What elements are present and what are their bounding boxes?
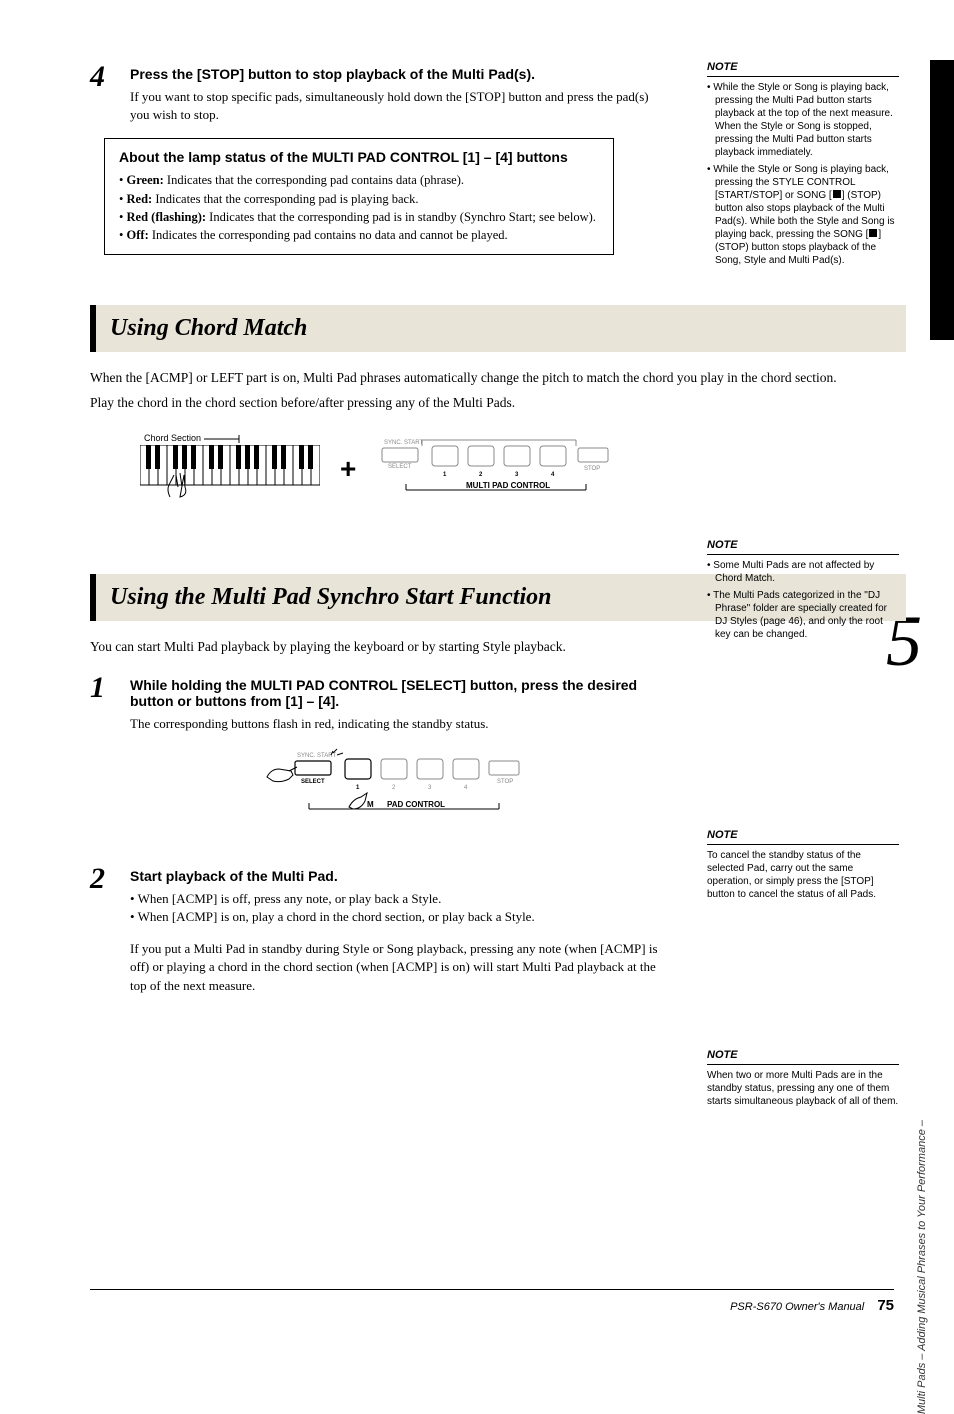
note-text: To cancel the standby status of the sele… <box>707 849 899 901</box>
step-description: If you want to stop specific pads, simul… <box>130 88 668 124</box>
chord-match-p2: Play the chord in the chord section befo… <box>90 393 850 413</box>
svg-text:PAD CONTROL: PAD CONTROL <box>387 800 445 809</box>
footer: PSR-S670 Owner's Manual 75 <box>730 1297 894 1314</box>
lamp-item-green: • Green: Indicates that the correspondin… <box>119 171 599 189</box>
step-description: The corresponding buttons flash in red, … <box>130 715 668 733</box>
step-title: While holding the MULTI PAD CONTROL [SEL… <box>130 677 668 709</box>
svg-text:STOP: STOP <box>497 779 513 785</box>
step-number: 4 <box>90 60 130 94</box>
svg-text:2: 2 <box>479 472 483 478</box>
step-1: 1 While holding the MULTI PAD CONTROL [S… <box>90 671 906 832</box>
note-heading: NOTE <box>707 828 899 845</box>
svg-text:2: 2 <box>392 785 396 791</box>
note-item: Some Multi Pads are not affected by Chor… <box>707 559 899 585</box>
lamp-status-box: About the lamp status of the MULTI PAD C… <box>104 138 614 255</box>
chord-match-p1: When the [ACMP] or LEFT part is on, Mult… <box>90 368 850 388</box>
svg-text:SYNC. START: SYNC. START <box>384 440 423 446</box>
svg-text:3: 3 <box>515 472 519 478</box>
note-heading: NOTE <box>707 538 899 555</box>
lamp-item-red: • Red: Indicates that the corresponding … <box>119 190 599 208</box>
note-item: The Multi Pads categorized in the "DJ Ph… <box>707 589 899 641</box>
footer-book: PSR-S670 Owner's Manual <box>730 1301 864 1313</box>
note-box-3: NOTE To cancel the standby status of the… <box>707 828 899 901</box>
note-box-4: NOTE When two or more Multi Pads are in … <box>707 1048 899 1108</box>
svg-text:SELECT: SELECT <box>388 464 412 470</box>
svg-text:STOP: STOP <box>584 466 600 472</box>
step-title: Press the [STOP] button to stop playback… <box>130 66 668 82</box>
keyboard-icon <box>140 445 320 499</box>
svg-text:1: 1 <box>356 785 360 791</box>
svg-text:SELECT: SELECT <box>301 779 325 785</box>
note-item: While the Style or Song is playing back,… <box>707 81 899 159</box>
svg-text:4: 4 <box>464 785 468 791</box>
chord-section-label: Chord Section <box>144 433 201 443</box>
plus-icon: + <box>340 453 356 485</box>
svg-text:SYNC. START: SYNC. START <box>297 753 336 759</box>
svg-text:3: 3 <box>428 785 432 791</box>
section-chord-match: Using Chord Match <box>90 305 906 352</box>
section-title: Using Chord Match <box>110 315 892 342</box>
step2-p2: If you put a Multi Pad in standby during… <box>130 940 668 995</box>
svg-text:4: 4 <box>551 472 555 478</box>
lamp-item-off: • Off: Indicates the corresponding pad c… <box>119 226 599 244</box>
note-heading: NOTE <box>707 60 899 77</box>
note-item: While the Style or Song is playing back,… <box>707 163 899 267</box>
lamp-title: About the lamp status of the MULTI PAD C… <box>119 149 599 165</box>
note-box-1: NOTE While the Style or Song is playing … <box>707 60 899 271</box>
step-title: Start playback of the Multi Pad. <box>130 868 668 884</box>
multipad-select-icon: SYNC. START SELECT 1 2 3 <box>259 747 539 827</box>
chord-diagram: Chord Section <box>140 433 906 504</box>
step2-bullet2: • When [ACMP] is on, play a chord in the… <box>130 908 668 926</box>
svg-text:MULTI PAD CONTROL: MULTI PAD CONTROL <box>466 481 550 490</box>
step-number: 2 <box>90 862 130 896</box>
note-text: When two or more Multi Pads are in the s… <box>707 1069 899 1108</box>
svg-text:1: 1 <box>443 472 447 478</box>
footer-rule <box>90 1289 894 1290</box>
svg-text:M: M <box>367 800 374 809</box>
note-box-2: NOTE Some Multi Pads are not affected by… <box>707 538 899 645</box>
footer-page: 75 <box>877 1297 894 1314</box>
step-number: 1 <box>90 671 130 705</box>
lamp-item-redflash: • Red (flashing): Indicates that the cor… <box>119 208 599 226</box>
multipad-control-icon: SYNC. START SELECT 1 2 3 4 STOP MULT <box>376 434 616 504</box>
step2-bullet1: • When [ACMP] is off, press any note, or… <box>130 890 668 908</box>
note-heading: NOTE <box>707 1048 899 1065</box>
